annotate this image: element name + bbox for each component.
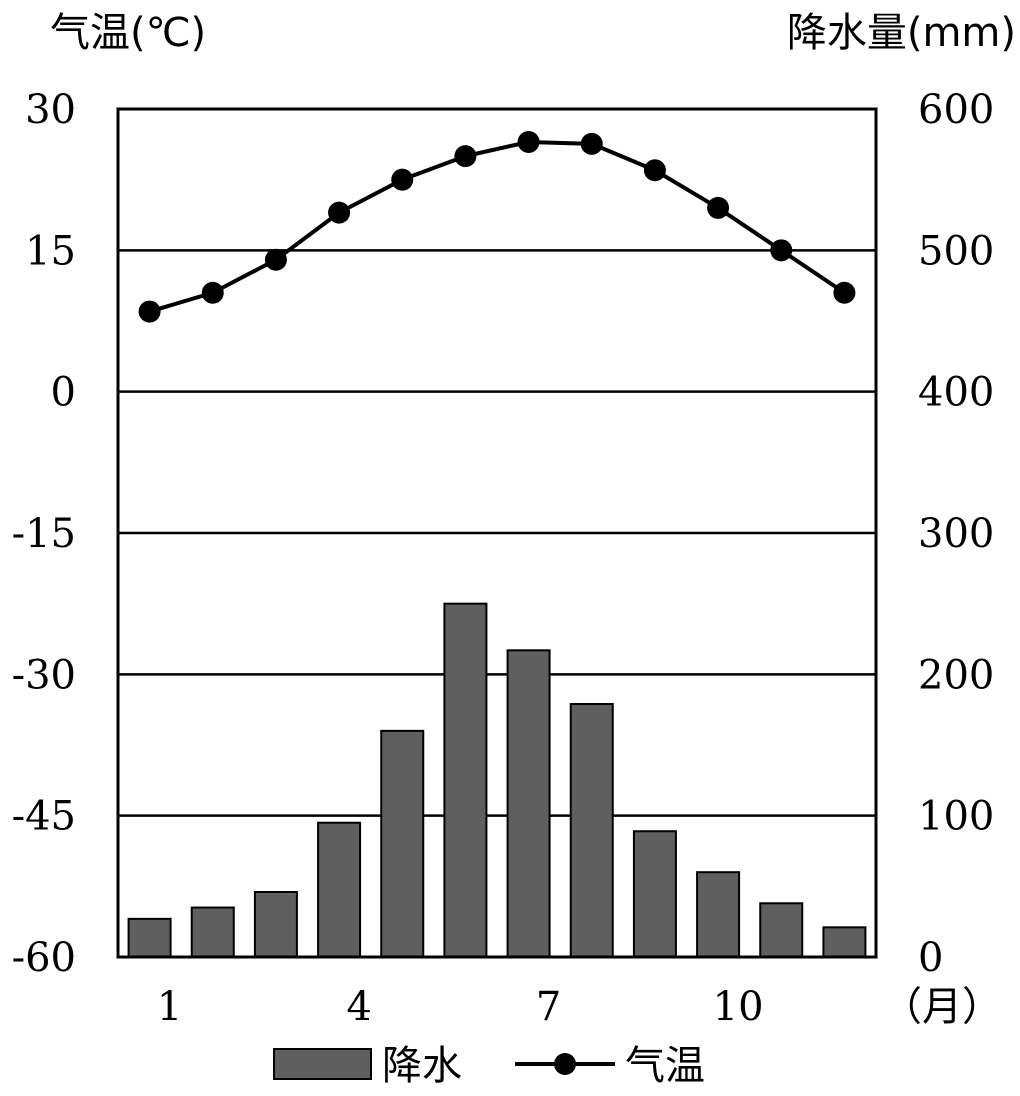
precipitation-bar — [506, 649, 551, 958]
precipitation-bar — [443, 602, 488, 959]
temperature-point — [264, 248, 287, 271]
right-tick-label: 100 — [918, 794, 994, 840]
plot-frame — [116, 107, 878, 959]
temperature-point — [328, 201, 351, 224]
temperature-point — [707, 196, 730, 219]
left-tick-label: -60 — [12, 935, 76, 981]
x-tick-label: 7 — [536, 984, 561, 1030]
right-tick-label: 0 — [918, 935, 943, 981]
right-axis-ticks: 600 500 400 300 200 100 0 — [918, 87, 994, 981]
left-axis-ticks: 30 15 0 -15 -30 -45 -60 — [12, 87, 76, 981]
temperature-point — [833, 281, 856, 304]
temperature-point — [770, 239, 793, 262]
legend-dot-marker — [554, 1053, 576, 1075]
temperature-point — [138, 300, 161, 323]
right-axis-title: 降水量(mm) — [787, 10, 1016, 56]
left-tick-label: -15 — [12, 511, 76, 557]
legend-bar-swatch — [273, 1048, 372, 1080]
x-tick-label: 1 — [157, 984, 182, 1030]
x-tick-label: 10 — [713, 984, 764, 1030]
grid-lines — [118, 249, 876, 817]
precipitation-bar — [380, 729, 425, 958]
precipitation-bar — [253, 890, 298, 959]
precipitation-bar — [822, 926, 867, 959]
temperature-polyline — [149, 139, 846, 314]
precipitation-bars — [127, 602, 867, 959]
right-tick-label: 400 — [918, 370, 994, 416]
left-tick-label: -45 — [12, 794, 76, 840]
precipitation-bar — [632, 830, 677, 958]
left-tick-label: 0 — [51, 370, 76, 416]
right-tick-label: 300 — [918, 511, 994, 557]
precipitation-bar — [696, 871, 741, 959]
right-tick-label: 200 — [918, 652, 994, 698]
temperature-point — [580, 132, 603, 155]
left-tick-label: 30 — [25, 87, 76, 133]
precipitation-bar — [127, 917, 172, 959]
temperature-point — [454, 145, 477, 168]
legend: 降水 气温 — [273, 1043, 705, 1089]
left-axis-title: 气温(℃) — [50, 10, 206, 56]
temperature-point — [643, 159, 666, 182]
left-tick-label: -30 — [12, 652, 76, 698]
x-tick-label: 4 — [346, 984, 371, 1030]
temperature-point — [517, 130, 540, 153]
precipitation-bar — [759, 902, 804, 958]
precipitation-bar — [317, 821, 362, 958]
precipitation-bar — [190, 906, 235, 958]
temperature-line — [138, 130, 856, 323]
temperature-point — [391, 168, 414, 191]
x-axis-unit: （月） — [882, 984, 1002, 1030]
left-tick-label: 15 — [25, 228, 76, 274]
right-tick-label: 600 — [918, 87, 994, 133]
legend-precipitation-label: 降水 — [382, 1043, 462, 1089]
legend-temperature-label: 气温 — [625, 1043, 705, 1089]
right-tick-label: 500 — [918, 228, 994, 274]
temperature-point — [201, 281, 224, 304]
x-axis-ticks: 1 4 7 10 — [157, 984, 764, 1030]
precipitation-bar — [569, 703, 614, 958]
